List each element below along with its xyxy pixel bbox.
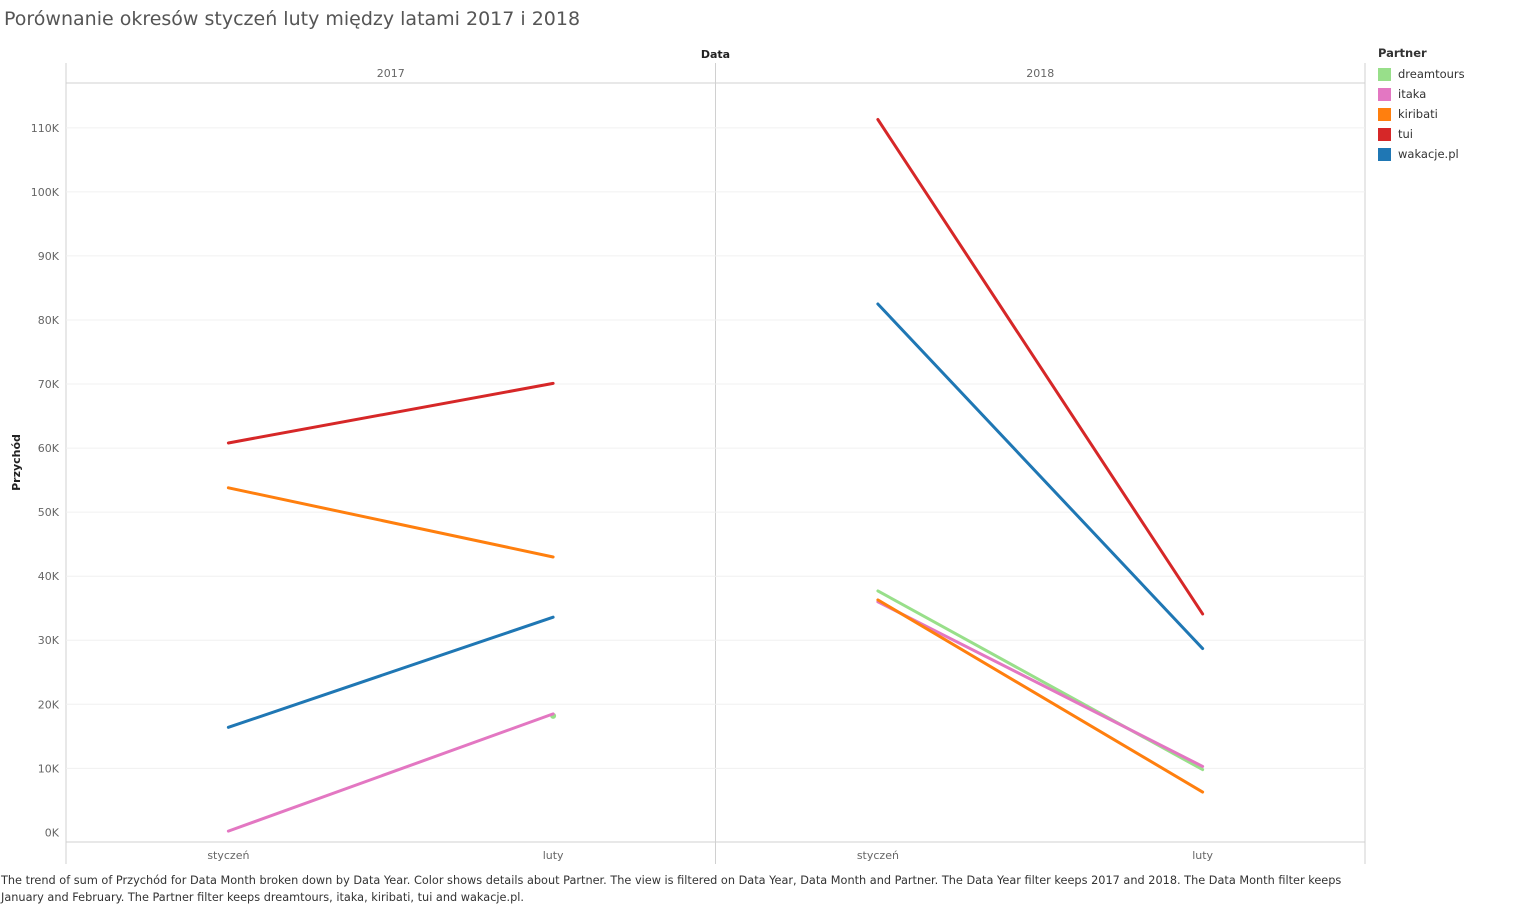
legend-item-tui[interactable]: tui xyxy=(1378,124,1465,144)
x-axis-ticks: styczeń luty styczeń luty xyxy=(207,849,1213,862)
series-line-tui xyxy=(226,381,555,445)
legend-item-wakacje.pl[interactable]: wakacje.pl xyxy=(1378,144,1465,164)
y-tick-label: 40K xyxy=(38,570,60,583)
gridlines xyxy=(66,127,1365,769)
legend-swatch xyxy=(1378,147,1391,161)
legend: Partner dreamtours itaka kiribati tui wakacj… xyxy=(1378,46,1465,164)
x-tick-label: styczeń xyxy=(207,849,249,862)
chart-frame xyxy=(65,63,1366,864)
series-lines xyxy=(226,118,1205,833)
legend-items: dreamtours itaka kiribati tui wakacje.pl xyxy=(1378,64,1465,164)
y-tick-label: 110K xyxy=(31,122,60,135)
x-tick-label: luty xyxy=(1192,849,1213,862)
legend-item-dreamtours[interactable]: dreamtours xyxy=(1378,64,1465,84)
y-axis-label: Przychód xyxy=(10,434,23,491)
panel-header: 2017 xyxy=(377,67,405,80)
series-line-tui xyxy=(876,118,1205,616)
legend-swatch xyxy=(1378,67,1391,81)
series-line-wakacje.pl xyxy=(226,615,555,729)
y-tick-label: 80K xyxy=(38,314,60,327)
y-tick-label: 30K xyxy=(38,634,60,647)
legend-label: kiribati xyxy=(1398,107,1438,121)
legend-label: wakacje.pl xyxy=(1398,147,1459,161)
y-tick-label: 20K xyxy=(38,698,60,711)
legend-label: dreamtours xyxy=(1398,67,1465,81)
caption: The trend of sum of Przychód for Data Mo… xyxy=(1,874,1342,904)
column-header: Data xyxy=(701,48,730,61)
y-tick-label: 70K xyxy=(38,378,60,391)
y-tick-label: 90K xyxy=(38,250,60,263)
x-tick-label: styczeń xyxy=(857,849,899,862)
legend-title: Partner xyxy=(1378,46,1427,60)
panel-header: 2018 xyxy=(1026,67,1054,80)
legend-swatch xyxy=(1378,107,1391,121)
legend-swatch xyxy=(1378,87,1391,101)
y-tick-label: 50K xyxy=(38,506,60,519)
legend-label: tui xyxy=(1398,127,1413,141)
legend-item-kiribati[interactable]: kiribati xyxy=(1378,104,1465,124)
line-chart: Data Przychód 0K 10K 20K 30K 40K 50K 60K 70K 80K… xyxy=(10,48,1366,864)
x-tick-label: luty xyxy=(543,849,564,862)
y-tick-label: 60K xyxy=(38,442,60,455)
series-line-itaka xyxy=(876,600,1205,768)
legend-swatch xyxy=(1378,127,1391,141)
panel-headers: 2017 2018 xyxy=(377,67,1055,80)
y-tick-label: 10K xyxy=(38,762,60,775)
series-line-wakacje.pl xyxy=(876,302,1205,651)
series-line-kiribati xyxy=(876,598,1205,794)
legend-item-itaka[interactable]: itaka xyxy=(1378,84,1465,104)
y-axis-ticks: 0K 10K 20K 30K 40K 50K 60K 70K 80K 90K 100K 110K xyxy=(31,122,60,840)
chart-title: Porównanie okresów styczeń luty między l… xyxy=(4,8,581,30)
series-line-itaka xyxy=(226,712,555,833)
series-line-kiribati xyxy=(226,486,555,559)
y-tick-label: 0K xyxy=(45,826,60,839)
y-tick-label: 100K xyxy=(31,186,60,199)
legend-label: itaka xyxy=(1398,87,1427,101)
